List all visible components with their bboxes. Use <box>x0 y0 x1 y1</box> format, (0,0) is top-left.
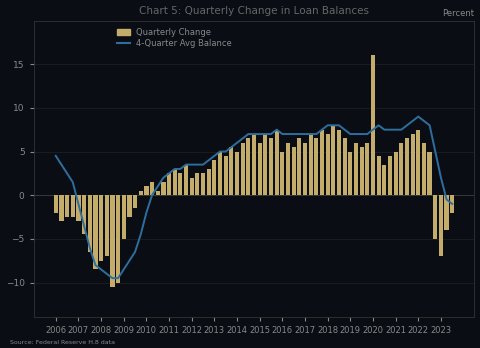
Bar <box>127 195 132 217</box>
Bar <box>433 195 437 239</box>
Bar <box>161 182 166 195</box>
Bar <box>133 195 137 208</box>
Bar <box>150 182 154 195</box>
Bar <box>275 130 279 195</box>
Bar <box>167 173 171 195</box>
Bar <box>399 143 403 195</box>
Bar <box>65 195 69 217</box>
Bar <box>354 143 358 195</box>
4-Quarter Avg Balance <box>251 132 257 136</box>
Bar <box>439 195 443 256</box>
Bar <box>110 195 115 287</box>
Bar <box>376 156 381 195</box>
Title: Chart 5: Quarterly Change in Loan Balances: Chart 5: Quarterly Change in Loan Balanc… <box>139 6 369 16</box>
Bar <box>235 151 239 195</box>
Bar <box>212 160 216 195</box>
Bar <box>178 173 182 195</box>
Bar <box>195 173 200 195</box>
Bar <box>206 169 211 195</box>
Bar <box>428 151 432 195</box>
Bar <box>88 195 92 252</box>
Bar <box>331 125 336 195</box>
Bar <box>309 134 313 195</box>
Bar <box>291 147 296 195</box>
Bar <box>320 130 324 195</box>
Bar <box>388 156 392 195</box>
Bar <box>343 139 347 195</box>
4-Quarter Avg Balance <box>115 276 121 280</box>
Bar <box>156 191 160 195</box>
Bar <box>422 143 426 195</box>
Bar <box>382 165 386 195</box>
Bar <box>240 143 245 195</box>
Bar <box>286 143 290 195</box>
Text: Source: Federal Reserve H.8 data: Source: Federal Reserve H.8 data <box>10 340 115 345</box>
4-Quarter Avg Balance <box>109 276 115 280</box>
Bar <box>314 139 318 195</box>
Bar <box>263 134 267 195</box>
Bar <box>246 139 251 195</box>
Legend: Quarterly Change, 4-Quarter Avg Balance: Quarterly Change, 4-Quarter Avg Balance <box>117 27 232 48</box>
Bar <box>184 165 188 195</box>
4-Quarter Avg Balance <box>297 132 302 136</box>
Bar <box>371 55 375 195</box>
Bar <box>93 195 97 269</box>
Bar <box>224 156 228 195</box>
Bar <box>201 173 205 195</box>
Bar <box>269 139 273 195</box>
Bar <box>303 143 307 195</box>
Bar <box>99 195 103 261</box>
Bar <box>76 195 81 221</box>
Bar <box>325 134 330 195</box>
Bar <box>190 178 194 195</box>
4-Quarter Avg Balance <box>421 119 427 123</box>
Bar <box>82 195 86 235</box>
4-Quarter Avg Balance <box>64 171 70 175</box>
Bar <box>139 191 143 195</box>
Bar <box>54 195 58 213</box>
Line: 4-Quarter Avg Balance: 4-Quarter Avg Balance <box>56 117 452 278</box>
Bar <box>280 151 285 195</box>
Bar <box>337 130 341 195</box>
Bar <box>297 139 301 195</box>
4-Quarter Avg Balance <box>53 154 59 158</box>
Bar <box>218 151 222 195</box>
Bar <box>348 151 352 195</box>
4-Quarter Avg Balance <box>449 202 455 206</box>
Bar <box>258 143 262 195</box>
Bar <box>116 195 120 283</box>
Bar <box>444 195 449 230</box>
Text: Percent: Percent <box>443 9 474 17</box>
4-Quarter Avg Balance <box>415 114 421 119</box>
Bar <box>416 130 420 195</box>
Bar <box>60 195 63 221</box>
Bar <box>365 143 370 195</box>
Bar <box>144 187 148 195</box>
Bar <box>360 147 364 195</box>
Bar <box>405 139 409 195</box>
Bar <box>252 134 256 195</box>
4-Quarter Avg Balance <box>438 176 444 180</box>
Bar <box>121 195 126 239</box>
Bar <box>71 195 75 217</box>
Bar <box>105 195 109 256</box>
Bar <box>173 169 177 195</box>
Bar <box>450 195 455 213</box>
Bar <box>229 147 233 195</box>
Bar <box>410 134 415 195</box>
Bar <box>394 151 398 195</box>
